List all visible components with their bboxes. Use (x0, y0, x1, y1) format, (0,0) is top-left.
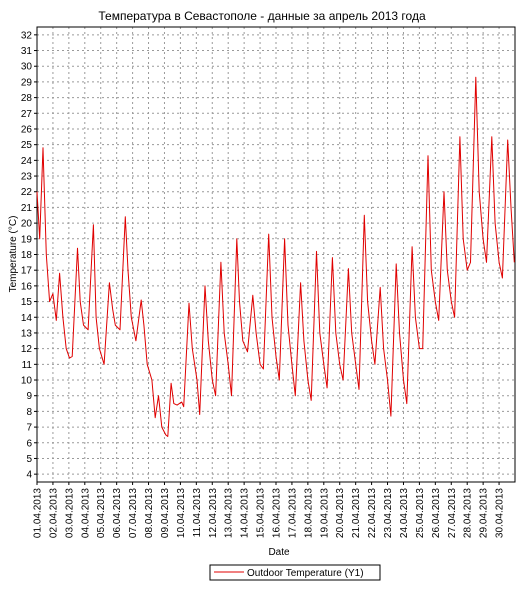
x-tick-label: 09.04.2013 (160, 488, 171, 538)
y-tick-label: 8 (26, 407, 32, 418)
y-tick-label: 28 (21, 93, 33, 104)
x-tick-label: 25.04.2013 (415, 488, 426, 538)
y-tick-label: 32 (21, 30, 33, 41)
y-tick-label: 6 (26, 438, 32, 449)
y-tick-label: 29 (21, 77, 33, 88)
x-tick-label: 15.04.2013 (256, 488, 267, 538)
y-tick-label: 22 (21, 187, 33, 198)
x-axis-label: Date (268, 547, 290, 558)
x-tick-label: 21.04.2013 (351, 488, 362, 538)
x-tick-label: 23.04.2013 (383, 488, 394, 538)
x-tick-label: 13.04.2013 (224, 488, 235, 538)
x-tick-label: 27.04.2013 (447, 488, 458, 538)
y-tick-label: 5 (26, 454, 32, 465)
x-tick-label: 11.04.2013 (192, 488, 203, 538)
y-tick-label: 4 (26, 470, 32, 481)
y-tick-label: 25 (21, 140, 33, 151)
x-tick-label: 20.04.2013 (335, 488, 346, 538)
series-layer (36, 76, 515, 437)
x-tick-label: 08.04.2013 (144, 488, 155, 538)
x-tick-label: 30.04.2013 (495, 488, 506, 538)
y-axis-label: Temperature (°C) (8, 216, 19, 293)
y-tick-label: 12 (21, 344, 33, 355)
y-tick-label: 15 (21, 297, 33, 308)
y-tick-label: 17 (21, 266, 33, 277)
series-line-outdoor-temperature (36, 76, 515, 437)
x-tick-label: 01.04.2013 (33, 488, 44, 538)
y-tick-label: 18 (21, 250, 33, 261)
y-tick-label: 9 (26, 391, 32, 402)
y-tick-label: 24 (21, 156, 33, 167)
x-tick-label: 28.04.2013 (463, 488, 474, 538)
x-tick-label: 22.04.2013 (367, 488, 378, 538)
y-tick-label: 23 (21, 172, 33, 183)
x-tick-label: 12.04.2013 (208, 488, 219, 538)
y-tick-label: 30 (21, 62, 33, 73)
x-tick-label: 17.04.2013 (287, 488, 298, 538)
y-tick-label: 11 (22, 360, 33, 371)
y-tick-label: 31 (21, 46, 33, 57)
y-tick-label: 13 (21, 328, 33, 339)
x-tick-label: 26.04.2013 (431, 488, 442, 538)
legend: Outdoor Temperature (Y1) (209, 564, 381, 581)
grid-layer (36, 27, 515, 482)
x-tick-label: 18.04.2013 (303, 488, 314, 538)
legend-box (209, 564, 381, 581)
x-tick-label: 14.04.2013 (240, 488, 251, 538)
x-tick-label: 10.04.2013 (176, 488, 187, 538)
y-tick-label: 21 (21, 203, 33, 214)
x-tick-label: 04.04.2013 (80, 488, 91, 538)
y-tick-label: 16 (21, 281, 33, 292)
y-axis: 4 5 6 7 8 9 10 11 12 13 14 15 16 17 18 19 20 21 22 23 24 25 26… (21, 30, 37, 481)
x-tick-label: 07.04.2013 (128, 488, 139, 538)
x-tick-label: 24.04.2013 (399, 488, 410, 538)
y-tick-label: 26 (21, 124, 33, 135)
x-tick-label: 16.04.2013 (272, 488, 283, 538)
legend-label: Outdoor Temperature (Y1) (247, 568, 364, 579)
chart-title: Температура в Севастополе - данные за ап… (98, 9, 426, 23)
y-tick-label: 7 (26, 423, 32, 434)
y-tick-label: 27 (21, 109, 33, 120)
y-tick-label: 19 (21, 234, 33, 245)
x-tick-label: 19.04.2013 (319, 488, 330, 538)
x-tick-label: 06.04.2013 (112, 488, 123, 538)
y-tick-label: 14 (21, 313, 33, 324)
x-axis: 01.04.2013 02.04.2013 03.04.2013 04.04.2013… (33, 482, 506, 538)
x-tick-label: 05.04.2013 (96, 488, 107, 538)
x-tick-label: 29.04.2013 (479, 488, 490, 538)
x-tick-label: 03.04.2013 (64, 488, 75, 538)
y-tick-label: 10 (21, 376, 33, 387)
x-tick-label: 02.04.2013 (48, 488, 59, 538)
y-tick-label: 20 (21, 219, 33, 230)
